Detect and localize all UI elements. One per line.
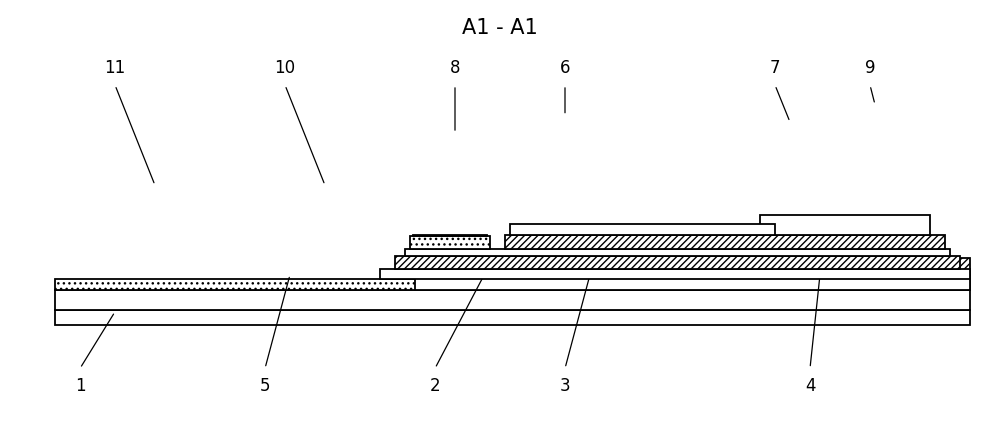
Polygon shape [760, 215, 930, 235]
Text: 9: 9 [865, 58, 875, 77]
Polygon shape [590, 258, 970, 275]
Polygon shape [380, 269, 970, 279]
Text: 11: 11 [104, 58, 126, 77]
Text: A1 - A1: A1 - A1 [462, 18, 538, 38]
Polygon shape [510, 224, 775, 235]
Polygon shape [405, 249, 950, 256]
Text: 1: 1 [75, 377, 85, 395]
Polygon shape [395, 256, 960, 269]
Polygon shape [415, 258, 575, 275]
Polygon shape [505, 235, 945, 249]
Polygon shape [410, 236, 490, 249]
Text: 5: 5 [260, 377, 270, 395]
Text: 4: 4 [805, 377, 815, 395]
Polygon shape [55, 290, 970, 310]
Text: 2: 2 [430, 377, 440, 395]
Text: 8: 8 [450, 58, 460, 77]
Text: 3: 3 [560, 377, 570, 395]
Polygon shape [55, 279, 970, 290]
Text: 7: 7 [770, 58, 780, 77]
Polygon shape [415, 275, 970, 290]
Polygon shape [55, 310, 970, 325]
Text: 10: 10 [274, 58, 296, 77]
Polygon shape [413, 235, 487, 236]
Text: 6: 6 [560, 58, 570, 77]
